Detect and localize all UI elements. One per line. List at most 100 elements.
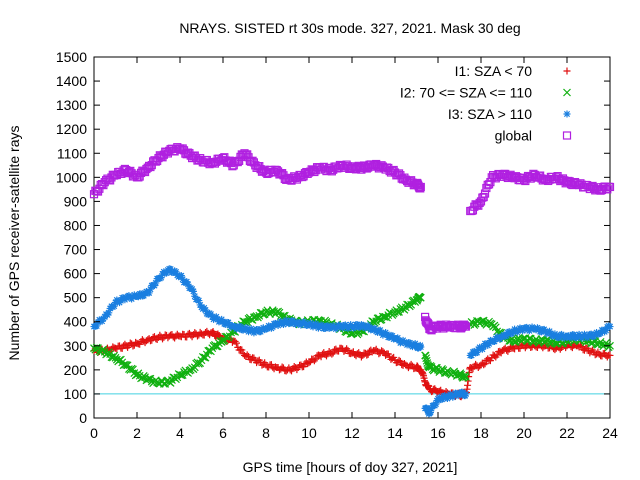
data-point-fill xyxy=(578,343,586,351)
data-point-fill xyxy=(159,335,167,343)
star-mark xyxy=(428,405,436,413)
plus-mark xyxy=(238,346,246,354)
star-mark xyxy=(388,332,396,340)
data-point-fill xyxy=(188,285,196,293)
data-point-fill xyxy=(106,304,114,312)
data-point-fill xyxy=(396,357,404,365)
star-mark xyxy=(450,392,458,400)
data-point-fill xyxy=(274,322,282,330)
data-point-fill xyxy=(249,326,257,334)
data-point-fill xyxy=(196,301,204,309)
plus-mark xyxy=(364,350,372,358)
star-mark xyxy=(93,322,101,330)
star-mark xyxy=(236,323,244,331)
plus-mark xyxy=(243,351,251,359)
y-tick-label: 500 xyxy=(64,290,88,306)
plus-mark xyxy=(305,359,313,367)
data-point-fill xyxy=(395,356,403,364)
y-tick-label: 100 xyxy=(64,386,88,402)
star-mark xyxy=(417,343,425,351)
star-mark xyxy=(590,333,598,341)
data-point-fill xyxy=(263,324,271,332)
x-tick-label: 12 xyxy=(344,425,360,441)
legend-label: I2: 70 <= SZA <= 110 xyxy=(400,85,532,101)
data-point-fill xyxy=(300,363,308,371)
star-mark xyxy=(157,274,165,282)
star-mark xyxy=(117,297,125,305)
star-mark xyxy=(189,287,197,295)
y-tick-label: 1200 xyxy=(56,121,87,137)
x-tick-label: 22 xyxy=(559,425,575,441)
data-point-fill xyxy=(289,317,297,325)
data-point-fill xyxy=(493,351,501,359)
data-point-fill xyxy=(474,201,483,210)
star-mark xyxy=(555,334,563,342)
data-point-fill xyxy=(490,337,498,345)
plus-mark xyxy=(395,356,403,364)
legend-item-1: I1: SZA < 70 xyxy=(455,63,571,79)
star-mark xyxy=(378,329,386,337)
square-mark xyxy=(605,182,615,192)
star-mark xyxy=(339,324,347,332)
data-point-fill xyxy=(460,320,469,330)
star-mark xyxy=(468,351,476,359)
star-mark xyxy=(535,325,543,333)
data-point-fill xyxy=(378,329,386,337)
x-tick-label: 4 xyxy=(176,425,184,441)
plus-mark xyxy=(578,343,586,351)
star-mark xyxy=(110,302,118,310)
data-point-fill xyxy=(184,280,192,288)
data-point-fill xyxy=(523,323,531,331)
data-point-fill xyxy=(564,332,572,340)
data-point-fill xyxy=(233,157,242,167)
y-tick-label: 1300 xyxy=(56,97,87,113)
data-point-fill xyxy=(555,334,563,342)
x-tick-label: 10 xyxy=(301,425,317,441)
star-mark xyxy=(523,323,531,331)
star-mark xyxy=(224,318,232,326)
legend-marker xyxy=(563,67,571,75)
data-point-fill xyxy=(269,323,277,331)
data-point xyxy=(112,298,119,306)
data-point-fill xyxy=(236,323,244,331)
data-point-fill xyxy=(321,325,329,333)
star-mark xyxy=(597,329,605,337)
data-point-fill xyxy=(364,350,372,358)
plus-mark xyxy=(312,355,320,363)
plus-mark xyxy=(193,332,201,340)
legend-item-3: I3: SZA > 110 xyxy=(448,106,571,122)
star-mark xyxy=(105,309,113,317)
data-point-fill xyxy=(163,269,171,277)
data-point xyxy=(305,359,313,367)
star-mark xyxy=(177,272,185,280)
square-mark xyxy=(416,182,425,192)
data-point-fill xyxy=(312,355,320,363)
legend-label: I1: SZA < 70 xyxy=(455,63,533,79)
data-point-fill xyxy=(202,306,210,314)
star-mark xyxy=(542,327,549,335)
star-mark xyxy=(411,340,419,348)
legend: I1: SZA < 70 I2: 70 <= SZA <= 110 I3: SZA … xyxy=(400,63,572,144)
plus-mark xyxy=(493,351,501,359)
plus-mark xyxy=(481,360,489,368)
star-mark xyxy=(163,269,171,277)
data-point-fill xyxy=(183,278,191,286)
data-point xyxy=(208,313,216,321)
y-tick-label: 900 xyxy=(64,193,88,209)
star-mark xyxy=(145,289,153,297)
star-mark xyxy=(218,315,226,323)
data-point-fill xyxy=(218,315,226,323)
data-point-fill xyxy=(193,332,201,340)
star-mark xyxy=(551,330,559,338)
star-mark xyxy=(274,322,282,330)
data-point-fill xyxy=(343,345,351,353)
star-mark xyxy=(195,297,203,305)
data-point-fill xyxy=(384,350,392,358)
data-point-fill xyxy=(570,331,578,339)
plus-mark xyxy=(384,350,392,358)
plus-mark xyxy=(300,363,308,371)
data-point-fill xyxy=(242,324,250,332)
data-point xyxy=(122,361,131,369)
cross-mark xyxy=(461,371,470,380)
star-mark xyxy=(249,326,257,334)
